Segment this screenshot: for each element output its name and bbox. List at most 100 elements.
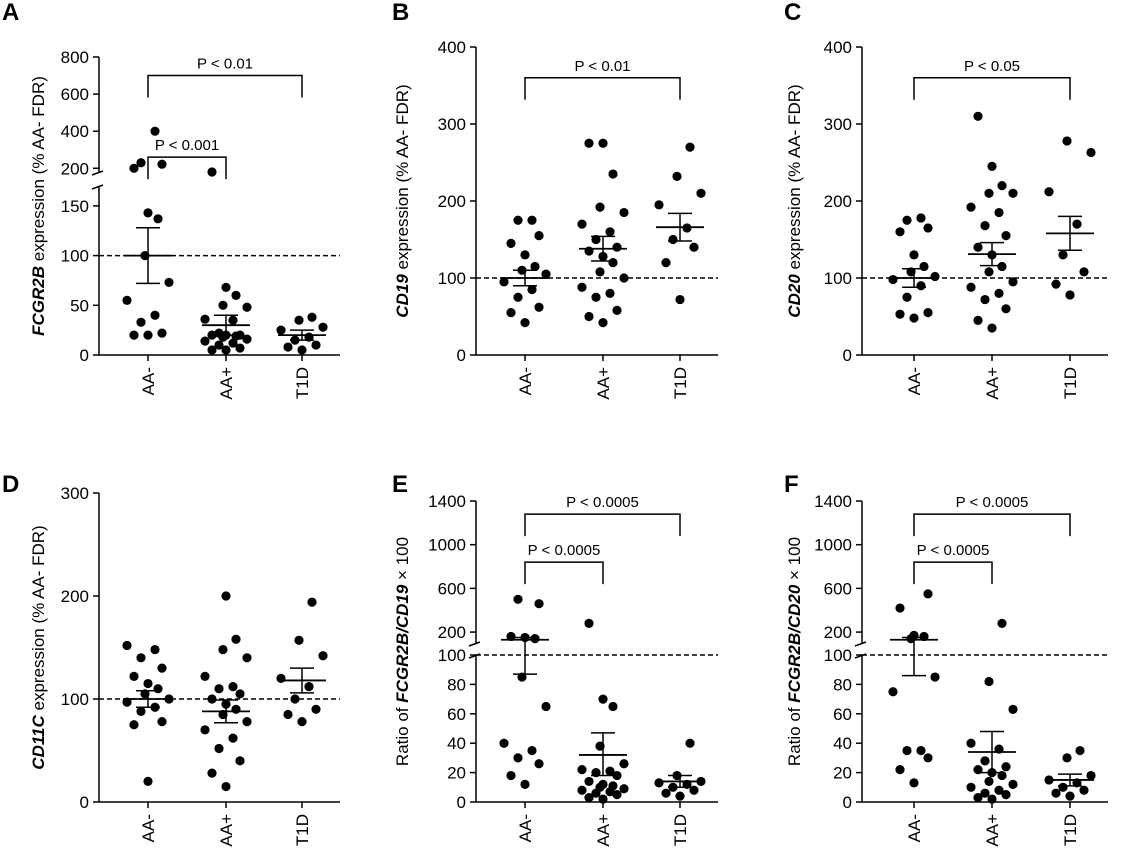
data-point [919,261,929,272]
y-tick-label: 800 [61,48,89,67]
y-tick-label: 300 [824,115,852,134]
data-point [598,794,608,804]
data-point [506,631,516,642]
data-point [619,784,629,794]
data-point [966,738,976,748]
data-point [1058,250,1068,260]
data-point [584,138,594,148]
y-tick-label: 80 [447,675,466,694]
axis-break-mark [91,184,104,190]
data-point [276,325,286,335]
data-point [520,779,530,789]
y-tick-label: 200 [61,587,89,606]
data-point [235,343,245,353]
data-point [1044,187,1054,197]
axis-break-mark [854,641,867,647]
data-point [534,302,544,312]
data-point [980,788,990,798]
data-point [143,330,153,340]
data-point [909,778,919,788]
panel-letter: B [392,0,409,26]
data-point [520,250,530,260]
y-tick-label: 200 [61,159,89,178]
data-point [895,765,905,775]
data-point [242,302,252,312]
x-tick-label: AA+ [217,814,236,847]
data-point [136,653,146,663]
data-point [311,340,321,350]
data-point [987,794,997,804]
data-point [689,242,699,252]
axis-break-mark [91,170,104,176]
data-point [520,318,530,328]
data-point [1008,779,1018,789]
y-tick-label: 0 [80,793,89,812]
data-point [1058,782,1068,792]
data-point [1001,762,1011,772]
data-point [221,345,231,355]
y-tick-label: 400 [61,122,89,141]
data-point [1051,279,1061,289]
data-point [221,781,231,792]
data-point [987,323,997,333]
data-point [283,342,293,352]
data-point [675,791,685,801]
y-axis-label-part: FCGR2B [29,266,48,336]
y-axis-label: Ratio of FCGR2B/CD20 × 100 [785,537,804,766]
data-point [307,597,317,607]
data-point [902,745,912,756]
data-point [207,330,217,340]
data-point [930,271,940,282]
x-tick-label: AA- [905,814,924,842]
data-point [923,223,933,233]
data-point [916,745,926,756]
data-point [1062,136,1072,146]
x-tick-label: AA- [139,814,158,842]
panel-e: E Ratio of FCGR2B/CD19 × 100 0 20 40 60 80 100 2… [392,471,718,847]
p-value-label: P < 0.001 [155,137,219,154]
data-point [966,782,976,792]
data-point [1001,231,1011,241]
data-point [980,221,990,231]
data-point [608,258,618,268]
data-point [294,635,304,645]
data-point [242,653,252,663]
data-point [919,631,929,642]
data-point [888,687,898,697]
data-point [619,759,629,769]
data-point [1008,188,1018,198]
data-point [595,202,605,212]
data-point [584,311,594,322]
data-point [318,651,328,661]
p-value-label: P < 0.05 [964,58,1020,75]
x-tick-label: AA+ [594,367,613,400]
data-point [612,790,622,800]
data-point [499,277,509,287]
data-point [1086,770,1096,781]
data-point [541,269,551,279]
data-point [987,161,997,171]
p-value-label: P < 0.0005 [956,494,1029,511]
data-point [231,634,241,644]
data-point [1072,219,1082,229]
data-point [984,267,994,277]
data-point [672,171,682,181]
y-axis-label-part: × 100 [785,537,804,585]
data-point [612,305,622,315]
significance-bracket [913,513,1071,537]
data-point [661,258,671,268]
y-tick-label: 200 [824,192,852,211]
data-point [214,340,224,350]
y-tick-label: 400 [824,38,852,57]
data-point [304,682,314,692]
data-point [994,288,1004,298]
data-point [506,308,516,318]
data-point [136,158,146,168]
x-tick-label: AA- [905,367,924,395]
y-tick-label: 300 [438,115,466,134]
y-axis-label-part: × 100 [393,537,412,585]
y-tick-label: 60 [447,705,466,724]
data-point [1075,745,1085,756]
data-point [895,603,905,613]
